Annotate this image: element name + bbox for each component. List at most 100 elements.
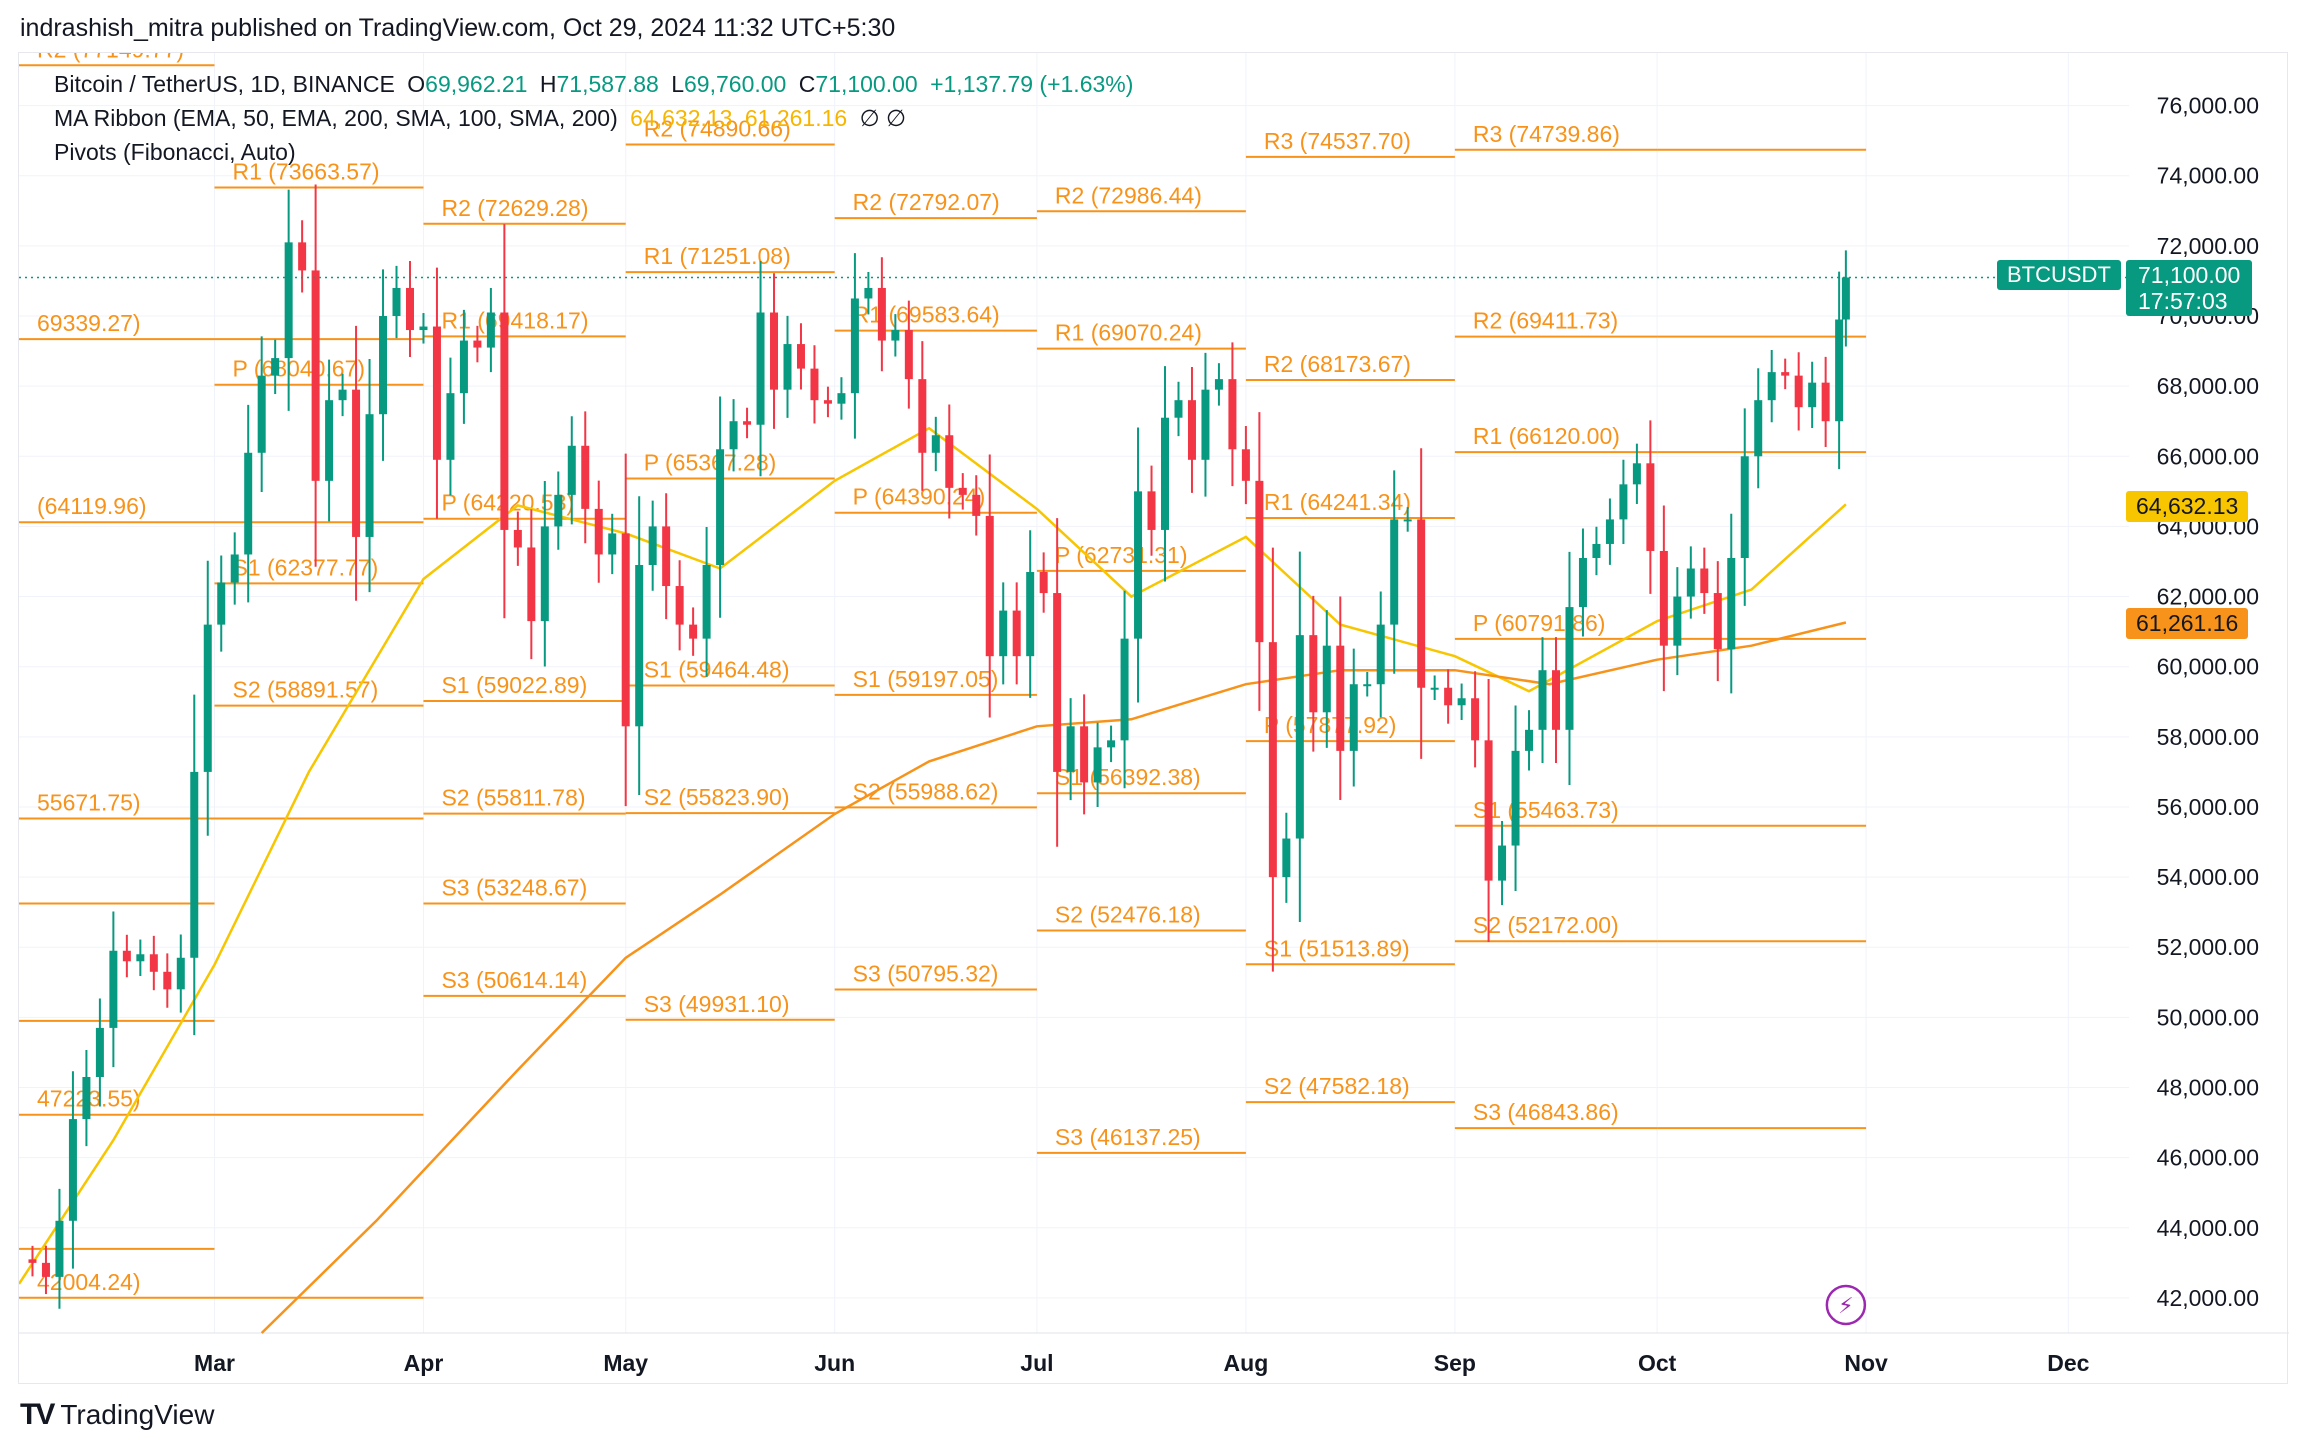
candle-body — [1605, 519, 1614, 544]
candle-body — [298, 242, 307, 271]
ema50-line — [19, 426, 1847, 1285]
legend-symbol[interactable]: Bitcoin / TetherUS, 1D, BINANCE — [54, 71, 395, 97]
pivot-level-label: R1 (69070.24) — [1055, 320, 1202, 346]
x-tick-label: Oct — [1638, 1350, 1677, 1376]
candle-body — [392, 287, 401, 317]
candle-body — [702, 565, 711, 639]
candle-body — [1767, 372, 1776, 401]
candle-body — [1646, 463, 1655, 551]
legend-open-value: 69,962.21 — [425, 71, 528, 97]
y-tick-label: 46,000.00 — [2157, 1145, 2259, 1171]
candle-body — [1484, 740, 1493, 881]
y-tick-label: 60,000.00 — [2157, 654, 2259, 680]
candle-body — [877, 287, 886, 341]
candle-body — [985, 515, 994, 657]
y-tick-label: 66,000.00 — [2157, 443, 2259, 469]
candle-body — [55, 1220, 64, 1277]
candle-body — [1255, 480, 1264, 643]
pivot-level-label: P (65367.28) — [644, 449, 777, 475]
legend-close-label: C — [798, 71, 816, 97]
candle-body — [1161, 417, 1170, 530]
x-tick-label: Mar — [194, 1350, 235, 1376]
legend-symbol-row: Bitcoin / TetherUS, 1D, BINANCE O69,962.… — [54, 71, 1139, 98]
candle-body — [230, 554, 239, 583]
candle-body — [1026, 572, 1035, 657]
legend-ma-value-1: 64,632.13 — [630, 105, 733, 131]
pivot-level-label: R1 (66120.00) — [1473, 423, 1620, 449]
candle-body — [1525, 729, 1534, 751]
candle-body — [325, 400, 334, 481]
candle-body — [567, 445, 576, 495]
candle-body — [850, 298, 859, 394]
chart-frame[interactable]: 42,000.00 44,000.00 46,000.00 48,000.00 50,0… — [18, 52, 2289, 1385]
candle-body — [1498, 845, 1507, 881]
pivot-level-label: R1 (69583.64) — [853, 302, 1000, 328]
x-tick-label: Aug — [1224, 1350, 1269, 1376]
candle-body — [796, 344, 805, 369]
candle-body — [1457, 698, 1466, 706]
candle-body — [1066, 726, 1075, 772]
published-header: indrashish_mitra published on TradingVie… — [20, 14, 896, 42]
candle-body — [1012, 610, 1021, 657]
candle-body — [864, 287, 873, 299]
candle-body — [1053, 593, 1062, 772]
y-tick-label: 42,000.00 — [2157, 1285, 2259, 1311]
pivot-level-label: P (57877.92) — [1264, 712, 1397, 738]
candle-body — [1080, 726, 1089, 783]
pivot-level-label: 55671.75) — [37, 789, 141, 815]
candle-body — [1403, 519, 1412, 522]
legend-ma-title[interactable]: MA Ribbon (EMA, 50, EMA, 200, SMA, 100, … — [54, 105, 618, 131]
candle-body — [365, 414, 374, 537]
candle-body — [486, 312, 495, 348]
pivot-level-label: R2 (77149.77) — [37, 53, 184, 62]
candle-body — [28, 1259, 37, 1263]
candle-body — [1713, 593, 1722, 650]
candle-body — [136, 954, 145, 962]
candle-body — [662, 526, 671, 587]
pivot-level-label: R2 (68173.67) — [1264, 351, 1411, 377]
candle-body — [1835, 319, 1844, 422]
pivot-level-label: R1 (64241.34) — [1264, 489, 1411, 515]
candle-body — [689, 624, 698, 639]
candle-body — [109, 950, 118, 1028]
pivot-level-label: P (68040.67) — [232, 356, 365, 382]
candle-body — [1268, 642, 1277, 878]
pivot-level-label: S3 (50795.32) — [853, 960, 999, 986]
candle-body — [621, 533, 630, 727]
candle-body — [716, 449, 725, 565]
y-tick-label: 76,000.00 — [2157, 93, 2259, 119]
candle-body — [1134, 491, 1143, 639]
symbol-tag: BTCUSDT — [1997, 260, 2121, 290]
legend-high-label: H — [539, 71, 557, 97]
candle-body — [1686, 568, 1695, 597]
footer-brand[interactable]: TV TradingView — [20, 1398, 214, 1432]
candle-body — [82, 1077, 91, 1120]
candle-body — [918, 379, 927, 453]
pivot-level-label: R1 (73663.57) — [232, 159, 379, 185]
candle-body — [1551, 670, 1560, 730]
y-tick-label: 48,000.00 — [2157, 1075, 2259, 1101]
candle-body — [1417, 519, 1426, 688]
pivot-level-label: (64119.96) — [37, 493, 147, 519]
pivot-level-label: R1 (71251.08) — [644, 243, 791, 269]
candle-body — [68, 1119, 77, 1221]
pivot-level-label: S2 (55811.78) — [441, 785, 585, 811]
candle-body — [1107, 740, 1116, 748]
candle-body — [1430, 687, 1439, 690]
candle-body — [770, 312, 779, 390]
candle-body — [1565, 607, 1574, 730]
price-chart[interactable]: 42,000.00 44,000.00 46,000.00 48,000.00 50,0… — [19, 53, 2289, 1385]
pivot-level-label: 42004.24) — [37, 1269, 141, 1295]
candle-body — [1794, 375, 1803, 408]
candle-body — [284, 242, 293, 359]
candle-body — [513, 529, 522, 548]
candle-body — [648, 526, 657, 565]
candle-body — [149, 954, 158, 972]
legend-pivots-title[interactable]: Pivots (Fibonacci, Auto) — [54, 139, 296, 165]
y-tick-label: 56,000.00 — [2157, 794, 2259, 820]
pivot-level-label: S1 (56392.38) — [1055, 764, 1201, 790]
candle-body — [1592, 543, 1601, 558]
candle-body — [540, 526, 549, 622]
pivot-level-label: R3 (74739.86) — [1473, 121, 1620, 147]
candle-body — [190, 771, 199, 958]
